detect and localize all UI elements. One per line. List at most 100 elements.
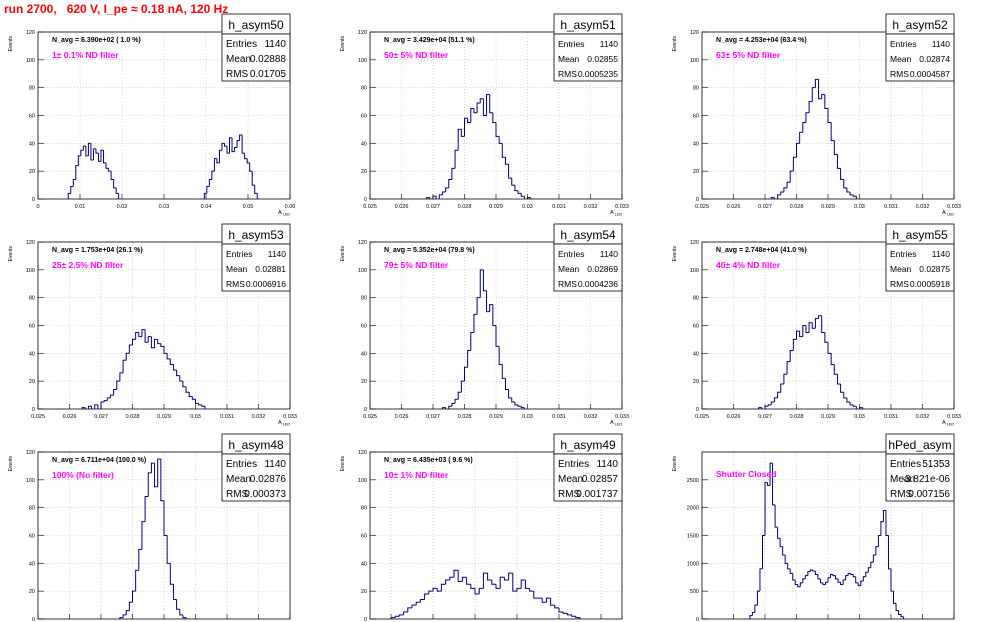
histogram-bin	[824, 332, 828, 343]
histogram-bin	[849, 402, 854, 406]
histogram-bin	[241, 134, 245, 154]
histogram-bin	[529, 588, 534, 592]
histogram-bin	[895, 603, 899, 612]
histogram-bin	[824, 581, 828, 585]
histogram-bin	[786, 181, 791, 188]
histogram-bin	[211, 170, 215, 180]
filter-label: 63± 5% ND filter	[716, 50, 781, 60]
stats-value: 0.01705	[250, 69, 287, 80]
histogram-bin	[830, 353, 835, 365]
histogram-bin	[470, 584, 475, 589]
stats-value: 0.02881	[255, 264, 286, 274]
histogram-bin	[882, 509, 886, 522]
navg-label: N_avg = 2.748e+04 (41.0 %)	[716, 247, 807, 254]
histogram-bin	[451, 402, 456, 407]
x-tick-label: 0.029	[489, 204, 503, 210]
y-tick-label: 80	[693, 296, 699, 302]
histogram-bin	[491, 580, 496, 585]
x-axis-title: A LED	[942, 420, 954, 427]
y-axis-title: Events	[672, 246, 678, 262]
y-tick-label: 120	[690, 30, 699, 36]
histogram-bin	[157, 458, 161, 487]
histogram-panel: 0.025 0.026 0.027 0.028 0.029 0.03 0.031 0.032 0…	[340, 13, 629, 217]
histogram-bin	[415, 601, 421, 606]
y-tick-label: 2000	[687, 506, 699, 512]
x-axis-title: A LED	[942, 210, 954, 217]
histogram-bin	[92, 148, 96, 161]
histogram-bin	[770, 197, 775, 199]
y-tick-label: 20	[361, 589, 367, 595]
x-tick-label: 0.025	[31, 414, 45, 420]
stats-label: Entries	[558, 249, 584, 259]
histogram-bin	[147, 336, 152, 343]
histogram-bin	[794, 580, 798, 585]
x-tick-label: 0.026	[395, 414, 409, 420]
histogram-bin	[802, 578, 806, 583]
stats-value: 0.001737	[576, 489, 618, 500]
stats-value: 0.007156	[908, 489, 950, 500]
histogram-bin	[885, 510, 889, 536]
histogram-bin	[67, 192, 71, 199]
y-tick-label: 120	[358, 450, 367, 456]
histogram-bin	[246, 158, 250, 164]
x-axis-title: A LED	[278, 210, 290, 217]
histogram-bin	[846, 187, 851, 193]
x-tick-label: 0.031	[884, 204, 898, 210]
histogram-bin	[541, 598, 547, 603]
stats-box	[885, 33, 955, 82]
histogram-bin	[478, 587, 484, 594]
x-tick-label: 0.028	[458, 414, 472, 420]
histogram-bin	[454, 398, 459, 404]
histogram-bin	[445, 579, 450, 585]
histogram-bin	[116, 380, 120, 390]
histogram-bin	[492, 304, 496, 326]
y-tick-label: 0	[32, 617, 35, 622]
histogram-bin	[840, 383, 844, 393]
stats-box	[885, 453, 955, 502]
histogram-bin	[761, 535, 765, 569]
histogram-bin	[163, 346, 168, 354]
stats-label: RMS	[558, 489, 581, 500]
filter-label: Shutter Closed	[716, 469, 776, 479]
y-tick-label: 0	[696, 407, 699, 413]
y-tick-label: 2500	[687, 478, 699, 484]
y-tick-label: 100	[26, 58, 35, 64]
histogram-bin	[82, 145, 86, 151]
histogram-bin	[154, 463, 158, 488]
x-tick-label: 0.026	[63, 414, 77, 420]
histogram-bin	[132, 338, 136, 345]
histogram-bin	[797, 584, 801, 588]
navg-label: N_avg = 6.390e+02 ( 1.0 %)	[52, 37, 141, 44]
histogram-bin	[125, 352, 130, 361]
y-tick-label: 1500	[687, 534, 699, 540]
histogram-bin	[122, 614, 127, 618]
y-tick-label: 100	[358, 478, 367, 484]
histogram-bin	[461, 576, 467, 582]
stats-box	[885, 243, 955, 292]
y-tick-label: 60	[693, 114, 699, 120]
histogram-panel: 0.025 0.026 0.027 0.028 0.029 0.03 0.031 0.032 0…	[672, 13, 961, 217]
histogram-bin	[428, 590, 433, 594]
histogram-bin	[132, 590, 136, 603]
y-tick-label: 0	[364, 197, 367, 203]
histogram-bin	[514, 402, 519, 406]
y-tick-label: 1000	[687, 561, 699, 567]
x-tick-label: 0.031	[552, 204, 566, 210]
histogram-bin	[830, 122, 835, 142]
histogram-bin	[482, 572, 488, 589]
histogram-bin	[508, 164, 512, 179]
y-tick-label: 0	[696, 197, 699, 203]
histogram-bin	[467, 118, 471, 123]
histogram-bin	[872, 554, 876, 563]
histogram-bin	[792, 573, 796, 581]
y-tick-label: 120	[358, 240, 367, 246]
y-tick-label: 0	[32, 407, 35, 413]
x-tick-label: 0.027	[758, 204, 772, 210]
histogram-bin	[814, 318, 819, 329]
y-tick-label: 120	[26, 240, 35, 246]
stats-label: Entries	[226, 249, 252, 259]
x-tick-label: 0.027	[758, 414, 772, 420]
histogram-bin	[508, 389, 512, 399]
histogram-bin	[234, 147, 238, 152]
histogram-bin	[105, 162, 109, 169]
